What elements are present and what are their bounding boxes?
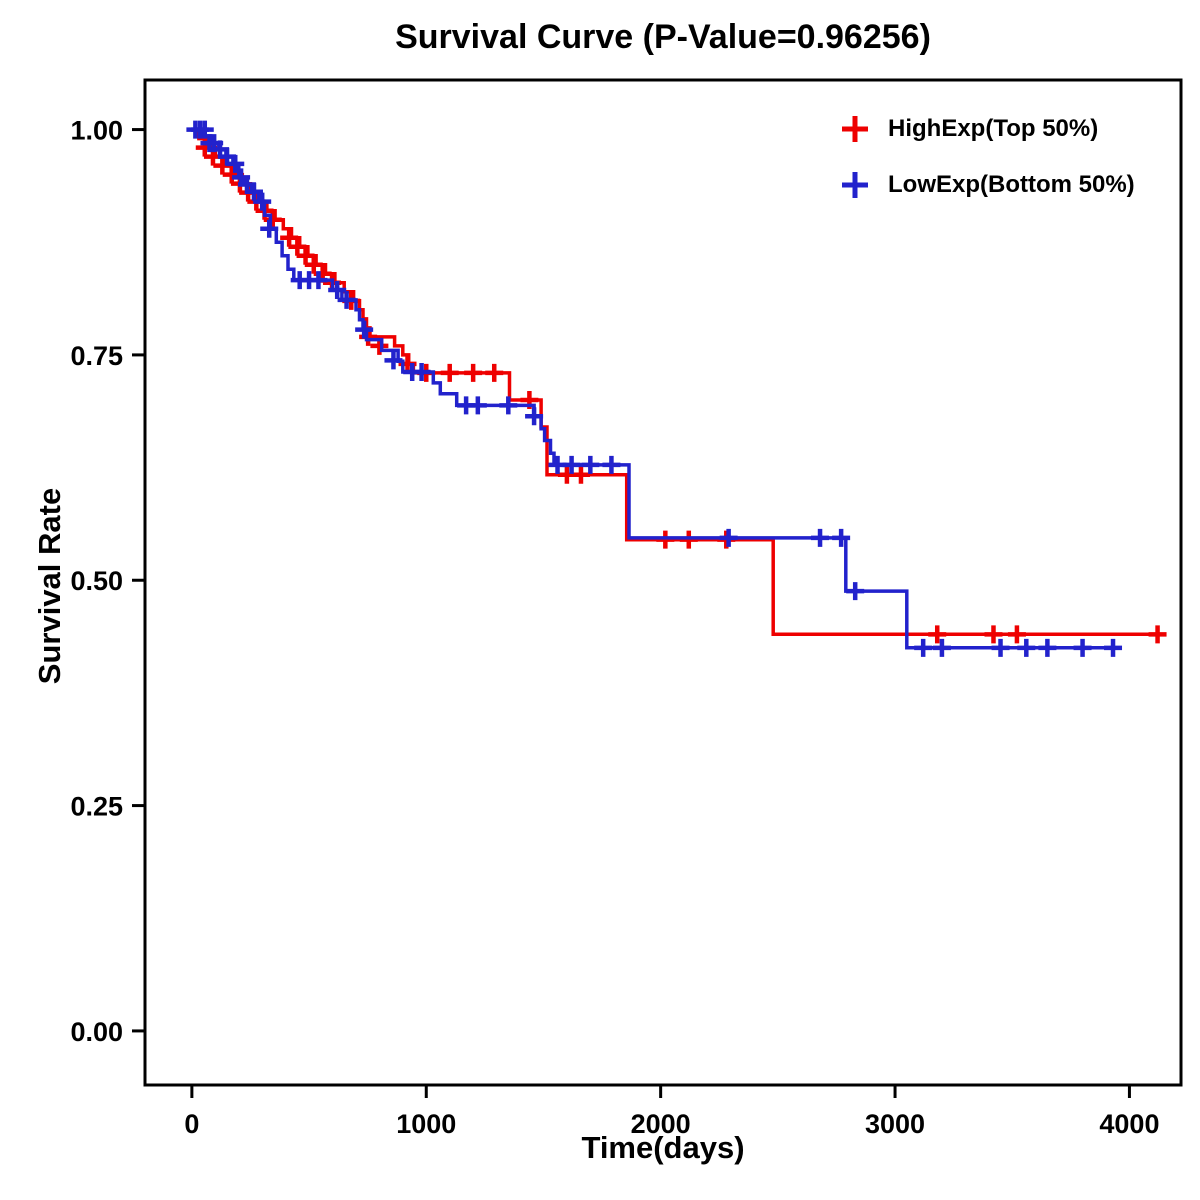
svg-text:3000: 3000 (865, 1109, 925, 1139)
svg-text:0.50: 0.50 (70, 566, 123, 596)
svg-text:0.00: 0.00 (70, 1017, 123, 1047)
svg-text:0.25: 0.25 (70, 792, 123, 822)
legend-item-lowexp: LowExp(Bottom 50%) (838, 168, 1135, 202)
svg-text:0.75: 0.75 (70, 341, 123, 371)
chart-title: Survival Curve (P-Value=0.96256) (395, 18, 931, 56)
svg-text:1000: 1000 (396, 1109, 456, 1139)
legend: HighExp(Top 50%) LowExp(Bottom 50%) (838, 112, 1135, 202)
x-axis-label: Time(days) (581, 1130, 745, 1165)
legend-label-lowexp: LowExp(Bottom 50%) (888, 171, 1135, 198)
svg-text:1.00: 1.00 (70, 116, 123, 146)
plus-marker-icon (842, 116, 868, 142)
y-axis-label: Survival Rate (32, 487, 67, 685)
svg-text:0: 0 (184, 1109, 199, 1139)
svg-text:4000: 4000 (1099, 1109, 1159, 1139)
plus-marker-icon (842, 172, 868, 198)
legend-item-highexp: HighExp(Top 50%) (838, 112, 1135, 146)
svg-text:2000: 2000 (631, 1109, 691, 1139)
legend-label-highexp: HighExp(Top 50%) (888, 115, 1099, 142)
